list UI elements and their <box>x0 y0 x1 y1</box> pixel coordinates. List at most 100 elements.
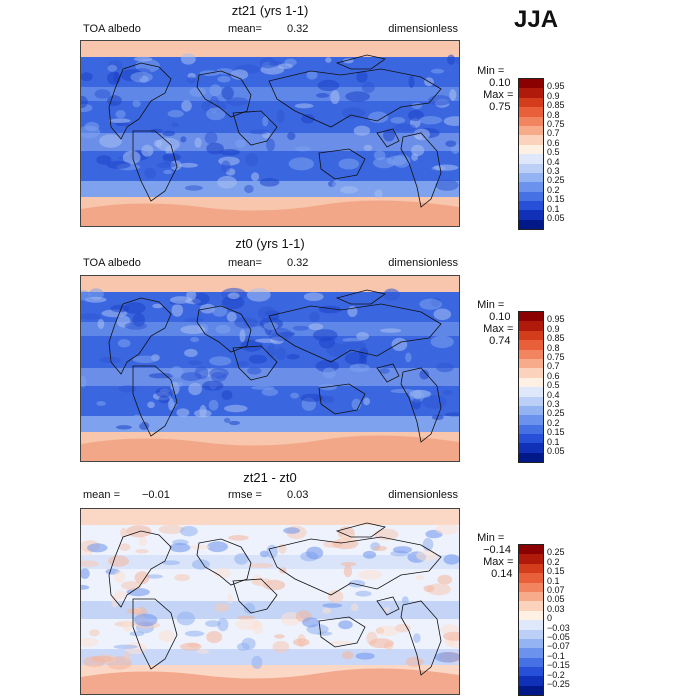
contour-patch <box>229 420 240 426</box>
contour-patch <box>153 139 163 147</box>
contour-patch <box>190 544 210 550</box>
contour-patch <box>390 388 416 394</box>
contour-patch <box>423 585 435 593</box>
southern-band <box>81 416 459 432</box>
contour-patch <box>177 381 184 387</box>
colorbar-swatch <box>519 330 543 341</box>
contour-patch <box>308 323 324 331</box>
contour-patch <box>449 89 457 101</box>
coastline <box>132 598 178 670</box>
field-label: TOA albedo <box>83 23 141 35</box>
contour-patch <box>109 118 131 123</box>
colorbar-tick-label: 0.3 <box>547 399 560 409</box>
contour-patch <box>383 129 395 142</box>
contour-patch <box>375 627 385 634</box>
contour-patch <box>445 140 457 147</box>
colorbar-swatch <box>519 582 543 592</box>
contour-patch <box>121 581 142 591</box>
contour-patch <box>106 160 131 169</box>
colorbar-swatch <box>519 116 543 126</box>
contour-patch <box>170 160 182 171</box>
contour-patch <box>418 116 443 125</box>
contour-patch <box>162 153 181 162</box>
contour-patch <box>217 618 229 632</box>
contour-patch <box>390 117 406 124</box>
polar-band-north <box>81 276 459 292</box>
coastline <box>232 345 278 381</box>
colorbar-swatch <box>519 648 543 658</box>
contour-patch <box>221 160 231 173</box>
contour-patch <box>283 527 300 534</box>
contour-patch <box>325 57 332 63</box>
contour-patch <box>81 568 90 579</box>
colorbar-swatch <box>519 312 543 322</box>
contour-patch <box>115 122 130 126</box>
colorbar-tick-label: 0.7 <box>547 361 560 372</box>
contour-patch <box>132 355 159 363</box>
colorbar-swatch <box>519 396 543 406</box>
max-value: 0.74 <box>489 335 511 347</box>
contour-patch <box>317 79 340 91</box>
contour-patch <box>132 100 141 108</box>
contour-patch <box>170 402 178 408</box>
contour-patch <box>379 368 390 374</box>
colorbar-tick-label: 0.03 <box>547 603 565 614</box>
colorbar-swatch <box>519 219 543 230</box>
contour-patch <box>134 56 153 62</box>
contour-patch <box>294 103 314 109</box>
contour-patch <box>107 95 122 106</box>
contour-patch <box>208 399 219 411</box>
colorbar-tick-label: 0.95 <box>547 81 565 92</box>
contour-patch <box>227 292 240 300</box>
coastline <box>400 132 442 208</box>
min-label: Min = <box>477 299 505 311</box>
mean-label: mean= <box>228 23 262 35</box>
contour-patch <box>392 546 413 554</box>
contour-patch <box>275 347 287 361</box>
contour-patch <box>194 366 209 380</box>
panel-title: zt21 (yrs 1-1) <box>231 3 309 18</box>
colorbar-tick-label: 0.25 <box>547 175 565 186</box>
contour-patch <box>130 71 153 83</box>
contour-patch <box>445 412 459 417</box>
contour-patch <box>455 57 459 64</box>
coastline <box>376 596 400 616</box>
contour-patch <box>180 526 198 537</box>
coastline <box>318 616 366 648</box>
contour-patch <box>235 139 247 148</box>
contour-patch <box>330 640 353 645</box>
contour-patch <box>391 337 408 351</box>
contour-patch <box>184 630 205 637</box>
contour-patch <box>340 562 357 567</box>
coastline <box>268 68 442 128</box>
contour-patch <box>301 114 315 124</box>
contour-patch <box>221 390 233 400</box>
polar-band-north <box>81 41 459 57</box>
contour-patch <box>244 184 254 194</box>
contour-patch <box>437 574 453 585</box>
max-value: 0.75 <box>489 101 511 113</box>
contour-patch <box>358 570 383 580</box>
contour-patch <box>413 128 430 141</box>
contour-patch <box>363 144 373 151</box>
contour-patch <box>226 311 237 322</box>
colorbar-swatch <box>519 620 543 630</box>
max-value: 0.14 <box>491 568 513 580</box>
colorbar-swatch <box>519 545 543 555</box>
contour-patch <box>188 382 202 396</box>
units-label: dimensionless <box>388 257 458 269</box>
min-value: 0.10 <box>489 77 511 89</box>
colorbar-tick-label: 0.05 <box>547 594 565 605</box>
contour-patch <box>415 575 425 580</box>
colorbar-tick-label: 0.15 <box>547 194 565 205</box>
colorbar-tick-label: −0.03 <box>547 622 570 633</box>
colorbar-swatch <box>519 135 543 145</box>
contour-patch <box>433 308 452 321</box>
panel-title: zt0 (yrs 1-1) <box>235 236 305 251</box>
contour-patch <box>435 523 459 535</box>
colorbar-tick-label: 0.75 <box>547 119 565 129</box>
colorbar-swatch <box>519 424 543 435</box>
colorbar-swatch <box>519 172 543 183</box>
contour-patch <box>447 54 456 65</box>
min-max-readout: Min = 0.10 Max = 0.75 <box>471 53 513 113</box>
